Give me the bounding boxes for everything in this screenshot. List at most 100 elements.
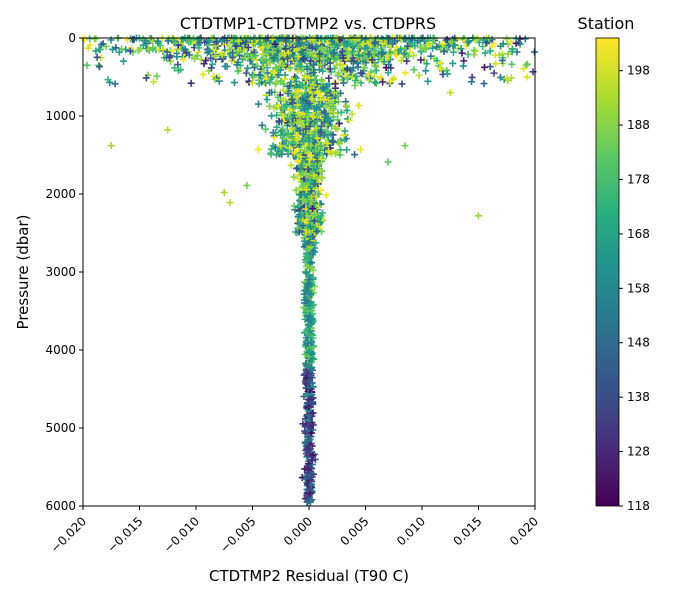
data-point	[382, 64, 390, 72]
data-point	[357, 146, 365, 154]
data-point	[285, 106, 293, 114]
data-point	[294, 40, 302, 48]
data-point	[259, 67, 267, 75]
data-point	[319, 84, 327, 92]
data-point	[304, 317, 312, 325]
data-point	[273, 65, 281, 73]
data-point	[102, 42, 110, 50]
data-point	[457, 45, 465, 53]
data-point	[353, 72, 360, 80]
data-point	[332, 124, 340, 132]
data-point	[294, 67, 302, 75]
y-tick-label: 0	[68, 31, 76, 45]
data-point	[305, 370, 313, 378]
data-point	[306, 327, 314, 335]
data-point	[303, 186, 311, 194]
data-point	[523, 73, 531, 81]
x-axis-title: CTDTMP2 Residual (T90 C)	[209, 567, 409, 585]
data-point	[256, 72, 264, 80]
data-point	[530, 48, 538, 56]
data-point	[355, 51, 363, 59]
data-point	[448, 38, 456, 46]
data-point	[440, 47, 448, 55]
data-point	[294, 110, 302, 118]
data-point	[223, 63, 231, 71]
data-point	[374, 50, 382, 58]
data-point	[436, 59, 444, 67]
data-point	[255, 76, 263, 84]
data-point	[371, 62, 379, 70]
data-point	[149, 44, 157, 52]
colorbar-tick-label: 138	[627, 390, 650, 404]
data-point	[308, 496, 316, 504]
data-point	[291, 111, 299, 119]
data-point	[292, 186, 300, 194]
data-point	[155, 46, 163, 54]
data-point	[299, 195, 307, 203]
data-point	[311, 138, 319, 146]
data-point	[292, 74, 300, 82]
data-point	[304, 212, 312, 220]
data-point	[392, 43, 400, 51]
data-point	[503, 75, 511, 83]
data-point	[310, 131, 318, 139]
data-point	[235, 37, 243, 45]
data-point	[361, 35, 369, 43]
data-point	[266, 79, 274, 87]
data-point	[104, 76, 112, 84]
data-point	[310, 69, 318, 77]
data-point	[316, 218, 324, 226]
data-point	[330, 89, 338, 97]
data-point	[230, 79, 238, 87]
data-point	[294, 224, 302, 232]
data-point	[329, 103, 337, 111]
data-point	[479, 42, 487, 50]
data-point	[443, 35, 451, 43]
y-tick-label: 6000	[45, 499, 76, 513]
data-point	[296, 191, 304, 199]
colorbar-tick-label: 148	[627, 336, 650, 350]
data-point	[322, 191, 330, 199]
data-point	[315, 160, 323, 168]
data-point	[252, 52, 260, 60]
data-point	[300, 304, 308, 312]
data-point	[359, 57, 367, 65]
data-point	[277, 77, 285, 85]
data-point	[174, 67, 182, 75]
data-point	[305, 376, 313, 384]
data-point	[317, 61, 325, 69]
data-point	[234, 67, 242, 75]
data-point	[277, 142, 285, 150]
data-point	[309, 172, 317, 180]
data-point	[328, 106, 336, 114]
data-point	[298, 209, 306, 217]
data-point	[296, 220, 304, 228]
data-point	[287, 64, 295, 72]
data-point	[403, 57, 411, 65]
data-point	[299, 169, 307, 177]
data-point	[492, 60, 500, 68]
data-point	[193, 36, 201, 44]
data-point	[92, 47, 100, 55]
data-point	[179, 56, 187, 64]
x-tick-label: −0.010	[161, 514, 202, 555]
data-point	[316, 167, 324, 175]
y-axis: 0 1000 2000 3000 4000 5000 6000	[45, 31, 83, 513]
data-point	[297, 153, 305, 161]
data-point	[96, 63, 104, 71]
data-point	[306, 243, 314, 251]
data-point	[298, 162, 306, 170]
data-point	[302, 125, 310, 133]
data-point	[384, 69, 392, 77]
data-point	[300, 296, 308, 304]
data-point	[292, 131, 300, 139]
data-point	[306, 178, 314, 186]
data-point	[371, 39, 379, 47]
data-point	[424, 77, 432, 85]
data-point	[480, 63, 488, 71]
data-point	[242, 69, 250, 77]
data-point	[317, 173, 325, 181]
data-point	[86, 35, 94, 43]
data-point	[296, 126, 304, 134]
data-point	[185, 38, 193, 46]
